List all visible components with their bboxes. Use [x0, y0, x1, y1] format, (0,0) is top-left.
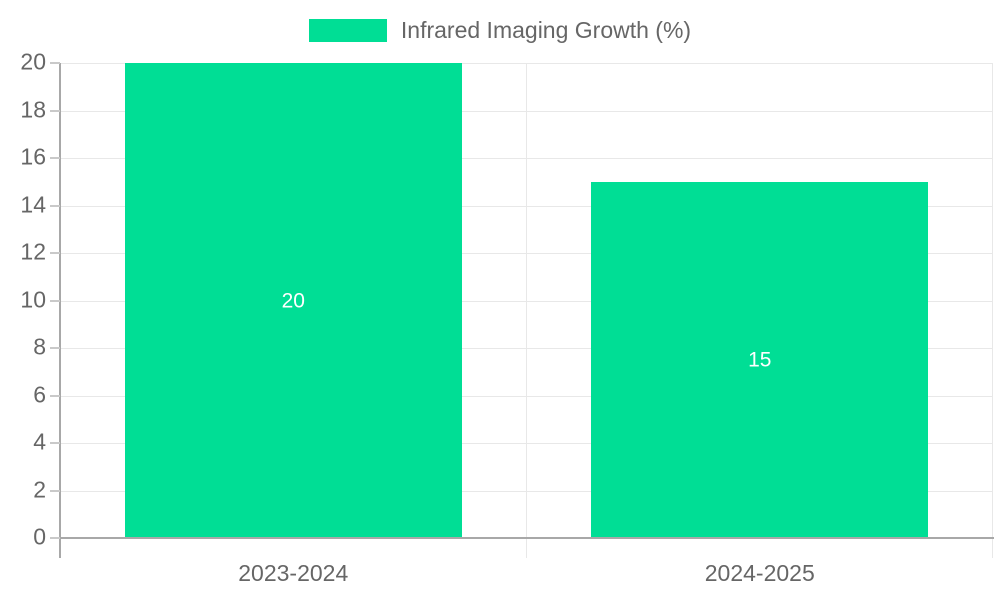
y-gridline — [60, 395, 993, 397]
chart-legend[interactable]: Infrared Imaging Growth (%) — [0, 19, 1000, 42]
legend-swatch-icon — [308, 19, 387, 42]
y-gridline — [60, 110, 993, 112]
y-tick-mark — [50, 489, 60, 492]
y-tick-label: 8 — [33, 333, 46, 360]
y-tick-mark — [50, 62, 60, 64]
x-axis-line — [59, 537, 994, 539]
y-tick-mark — [50, 204, 60, 207]
y-gridline — [60, 300, 993, 302]
y-gridline — [60, 253, 993, 254]
x-gridline — [525, 63, 527, 558]
y-tick-mark — [50, 299, 60, 302]
y-tick-label: 0 — [33, 523, 46, 550]
y-tick-label: 12 — [20, 238, 46, 265]
y-tick-label: 10 — [20, 286, 46, 313]
y-axis-line — [59, 63, 61, 558]
y-gridline — [60, 443, 993, 444]
x-axis-label-2023-2024: 2023-2024 — [238, 560, 349, 586]
y-tick-mark — [50, 394, 60, 397]
y-tick-mark — [50, 442, 60, 444]
y-gridline — [60, 205, 993, 207]
y-tick-mark — [50, 347, 60, 349]
y-tick-label: 14 — [20, 191, 46, 218]
bar-value-label: 15 — [748, 348, 772, 372]
y-tick-mark — [50, 109, 60, 112]
y-tick-label: 18 — [20, 96, 46, 123]
y-tick-mark — [50, 537, 60, 539]
plot-right-border — [992, 63, 993, 558]
y-tick-label: 16 — [20, 143, 46, 170]
y-gridline — [60, 158, 993, 159]
y-tick-mark — [50, 252, 60, 254]
y-tick-mark — [50, 157, 60, 159]
y-tick-label: 2 — [33, 476, 46, 503]
bar-2024-2025[interactable] — [591, 181, 929, 538]
y-gridline — [60, 63, 993, 64]
y-tick-label: 6 — [33, 381, 46, 408]
y-tick-label: 4 — [33, 428, 46, 455]
y-gridline — [60, 348, 993, 349]
bar-2023-2024[interactable] — [124, 63, 462, 538]
y-gridline — [60, 490, 993, 492]
bar-value-label: 20 — [281, 289, 305, 312]
legend-label: Infrared Imaging Growth (%) — [400, 17, 692, 43]
y-tick-label: 20 — [20, 48, 46, 75]
x-axis-label-2024-2025: 2024-2025 — [704, 560, 815, 586]
